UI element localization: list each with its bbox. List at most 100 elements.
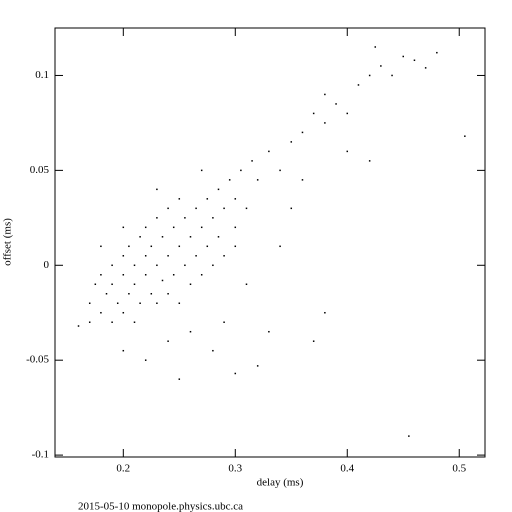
point [368,74,371,77]
point [223,255,225,257]
point [357,84,360,86]
point [256,179,259,181]
point [268,330,270,333]
point [436,51,438,54]
point [301,131,304,134]
point [324,311,326,314]
point [161,279,164,282]
point [268,150,270,153]
point [167,293,169,295]
point [200,274,203,276]
point [346,112,349,115]
point [167,340,169,342]
point [189,236,192,238]
point [223,207,225,210]
point [100,274,102,276]
point [150,293,153,295]
x-tick-label: 0.2 [116,463,130,475]
point [133,321,136,323]
y-tick-label: -0.05 [26,354,49,366]
point [133,283,136,286]
point [217,236,220,238]
point [88,321,91,323]
point [228,179,231,181]
point [144,255,147,257]
point [144,226,147,229]
point [212,264,214,267]
point [167,255,169,257]
point [290,207,293,210]
point [133,264,136,267]
point [206,198,209,200]
point [301,179,304,181]
point [156,188,158,191]
point [139,236,141,238]
point [178,245,181,248]
point [184,264,186,267]
point [200,226,203,229]
point [128,293,130,295]
point [122,274,125,276]
point [139,302,141,304]
point [77,325,80,327]
point [240,169,242,172]
point [408,435,410,437]
x-axis-label: delay (ms) [257,477,304,489]
y-axis-label: offset (ms) [2,218,14,266]
point [122,311,125,314]
point [335,103,337,105]
point [161,236,164,238]
point [178,378,181,380]
point [116,302,119,304]
point [122,255,125,257]
point [100,311,102,314]
point [178,198,181,200]
point [184,217,186,219]
point [234,372,237,375]
point [128,245,130,248]
point [100,245,102,248]
point [245,207,248,210]
point [111,264,113,267]
point [105,293,108,295]
plot-frame [54,27,486,458]
point [111,321,113,323]
footer: 2015-05-10 monopole.physics.ubc.ca [78,501,243,512]
point [172,226,175,229]
point [402,55,405,58]
point [189,283,192,286]
point [380,65,382,67]
point [212,217,214,219]
point [212,349,214,352]
x-tick-label: 0.4 [340,463,354,475]
point [195,255,197,257]
point [324,122,326,124]
point [156,302,158,304]
point [88,302,91,304]
point [346,150,349,153]
point [150,245,153,248]
point [206,245,209,248]
point [223,321,225,323]
y-tick-label: -0.1 [32,449,49,461]
point [94,283,97,286]
point [122,226,125,229]
point [234,226,237,229]
point [279,169,281,172]
point [256,365,259,367]
point [464,135,466,137]
point [413,59,416,62]
point [374,46,377,48]
point [279,245,281,248]
point [324,93,326,96]
point [122,349,125,352]
y-tick-label: 0.05 [30,164,50,176]
point [178,302,181,304]
y-tick-label: 0 [44,259,50,271]
point [234,198,237,200]
point [368,160,371,162]
point [144,274,147,276]
point [290,141,293,143]
point [312,112,315,115]
point [167,207,169,210]
